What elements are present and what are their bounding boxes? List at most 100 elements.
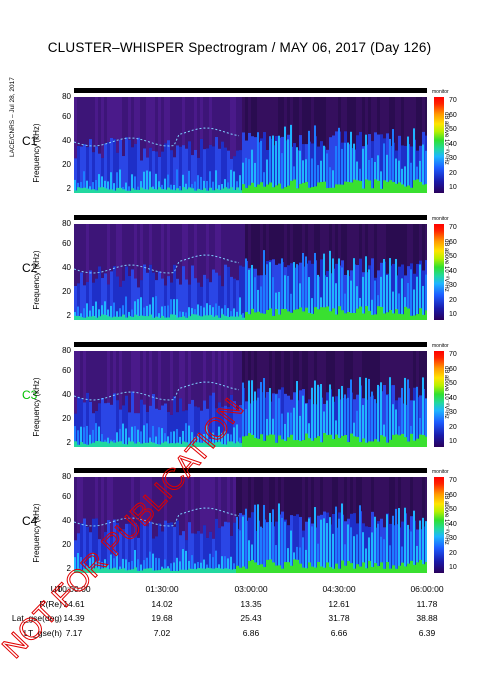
spectrogram-cell — [140, 564, 142, 573]
spectrogram-cell — [365, 256, 367, 320]
spectrogram-cell — [188, 522, 191, 573]
spectrogram-cell — [161, 315, 164, 320]
spectrogram-cell — [200, 305, 202, 320]
spacecraft-label: C4 — [22, 514, 38, 528]
spectrogram-cell — [176, 570, 179, 573]
spectrogram-cell — [377, 384, 379, 447]
spectrogram-cell — [104, 180, 106, 193]
spectrogram-cell — [146, 526, 149, 573]
spectrogram-cell — [101, 97, 104, 159]
spectrogram-cell — [215, 518, 218, 573]
spectrogram-cell — [398, 182, 401, 193]
spectrogram-cell — [371, 258, 374, 320]
spectrogram-cell — [365, 351, 368, 400]
spectrogram-cell — [413, 128, 415, 193]
colorbar-tick-label: 20 — [449, 549, 457, 557]
spectrogram-cell — [83, 171, 85, 193]
spectrogram-cell — [161, 442, 164, 447]
spectrogram-cell — [308, 562, 311, 573]
spectrogram-cell — [209, 314, 212, 320]
panel-c1: C1 Frequency (kHz) 80 60 40 20 2 monitor 70 60 50 4… — [0, 88, 479, 200]
spectrogram-cell — [194, 406, 197, 447]
spectrogram-cell — [194, 224, 197, 279]
spectrogram-cell — [344, 435, 347, 447]
spectrogram-cell — [125, 523, 128, 573]
spectrogram-cell — [293, 440, 296, 447]
spectrogram-cell — [164, 433, 166, 447]
spectrogram-cell — [323, 518, 325, 573]
spectrogram-cell — [221, 351, 224, 407]
spectrogram-cell — [92, 442, 95, 447]
spectrogram-cell — [158, 187, 161, 193]
spectrogram-cell — [182, 351, 185, 412]
spectrogram-cell — [221, 184, 223, 193]
spectrogram-cell — [239, 265, 242, 320]
y-tick-label: 80 — [62, 346, 71, 355]
spectrogram-cell — [266, 264, 268, 320]
spectrogram-cell — [152, 425, 154, 447]
spectrogram-cell — [194, 436, 196, 447]
spectrogram-cell — [245, 477, 248, 521]
spectrogram-cell — [323, 307, 326, 320]
spectrogram-cell — [386, 477, 389, 514]
spectrogram-cell — [269, 559, 272, 573]
spectrogram-cell — [380, 134, 383, 193]
spectrogram-cell — [248, 560, 251, 573]
spectrogram-cell — [359, 477, 362, 512]
spectrogram-cell — [188, 224, 191, 285]
spectrogram-cell — [341, 435, 344, 447]
spectrogram-cell — [188, 187, 191, 193]
spectrogram-cell — [203, 433, 205, 447]
spectrogram-cell — [89, 434, 91, 447]
spectrogram-cell — [200, 562, 202, 573]
colorbar-tick-label: 40 — [449, 267, 457, 275]
spectrogram-cell — [425, 521, 427, 573]
spectrogram-cell — [287, 562, 290, 573]
spectrogram-cell — [329, 137, 332, 193]
spectrogram-cell — [233, 316, 236, 320]
spectrogram-cell — [245, 568, 248, 573]
spectrogram-cell — [170, 414, 173, 447]
spectrogram-cell — [209, 568, 212, 573]
spectrogram-cell — [161, 278, 164, 320]
spectrogram-cell — [395, 508, 397, 573]
spectrogram-cell — [305, 159, 307, 193]
spectrogram-cell — [299, 547, 301, 573]
spectrogram-cell — [74, 285, 77, 320]
spectrogram-cell — [344, 293, 346, 320]
y-tick-label: 20 — [62, 160, 71, 169]
spectrogram-cell — [260, 434, 263, 447]
spectrogram-cell — [281, 188, 284, 193]
spectrogram-cell — [122, 477, 125, 530]
spectrogram-cell — [332, 187, 335, 193]
spectrogram-cell — [407, 136, 409, 193]
spectrogram-cell — [407, 563, 410, 573]
spectrogram-cell — [89, 97, 92, 140]
spectrogram-cell — [110, 317, 113, 320]
spectrogram-cell — [188, 403, 191, 447]
spectrogram-cell — [386, 514, 388, 573]
spectrogram-cell — [332, 258, 334, 320]
spectrogram-cell — [167, 224, 170, 277]
spectrogram-cell — [200, 477, 203, 534]
spectrogram-cell — [416, 438, 419, 447]
spectrogram-cell — [362, 562, 365, 573]
spectrogram-cell — [338, 351, 341, 400]
spectrogram-cell — [176, 169, 178, 193]
spectrogram-cell — [260, 182, 263, 193]
spectrogram-cell — [137, 441, 140, 447]
spectrogram-cell — [326, 477, 329, 513]
spectrogram-cell — [113, 316, 116, 320]
spectrogram-cell — [89, 270, 92, 320]
spectrogram-cell — [137, 137, 140, 193]
spectrogram-cell — [146, 97, 149, 158]
spectrogram-cell — [401, 278, 403, 320]
spectrogram-cell — [200, 351, 203, 411]
spectrogram-cell — [122, 568, 125, 573]
spectrogram-cell — [296, 224, 299, 266]
spectrogram-cell — [98, 351, 101, 404]
spectrogram-cell — [206, 537, 209, 573]
spectrogram-cell — [362, 276, 364, 320]
spectrogram-cell — [377, 441, 380, 447]
spectrogram-cell — [272, 562, 275, 573]
